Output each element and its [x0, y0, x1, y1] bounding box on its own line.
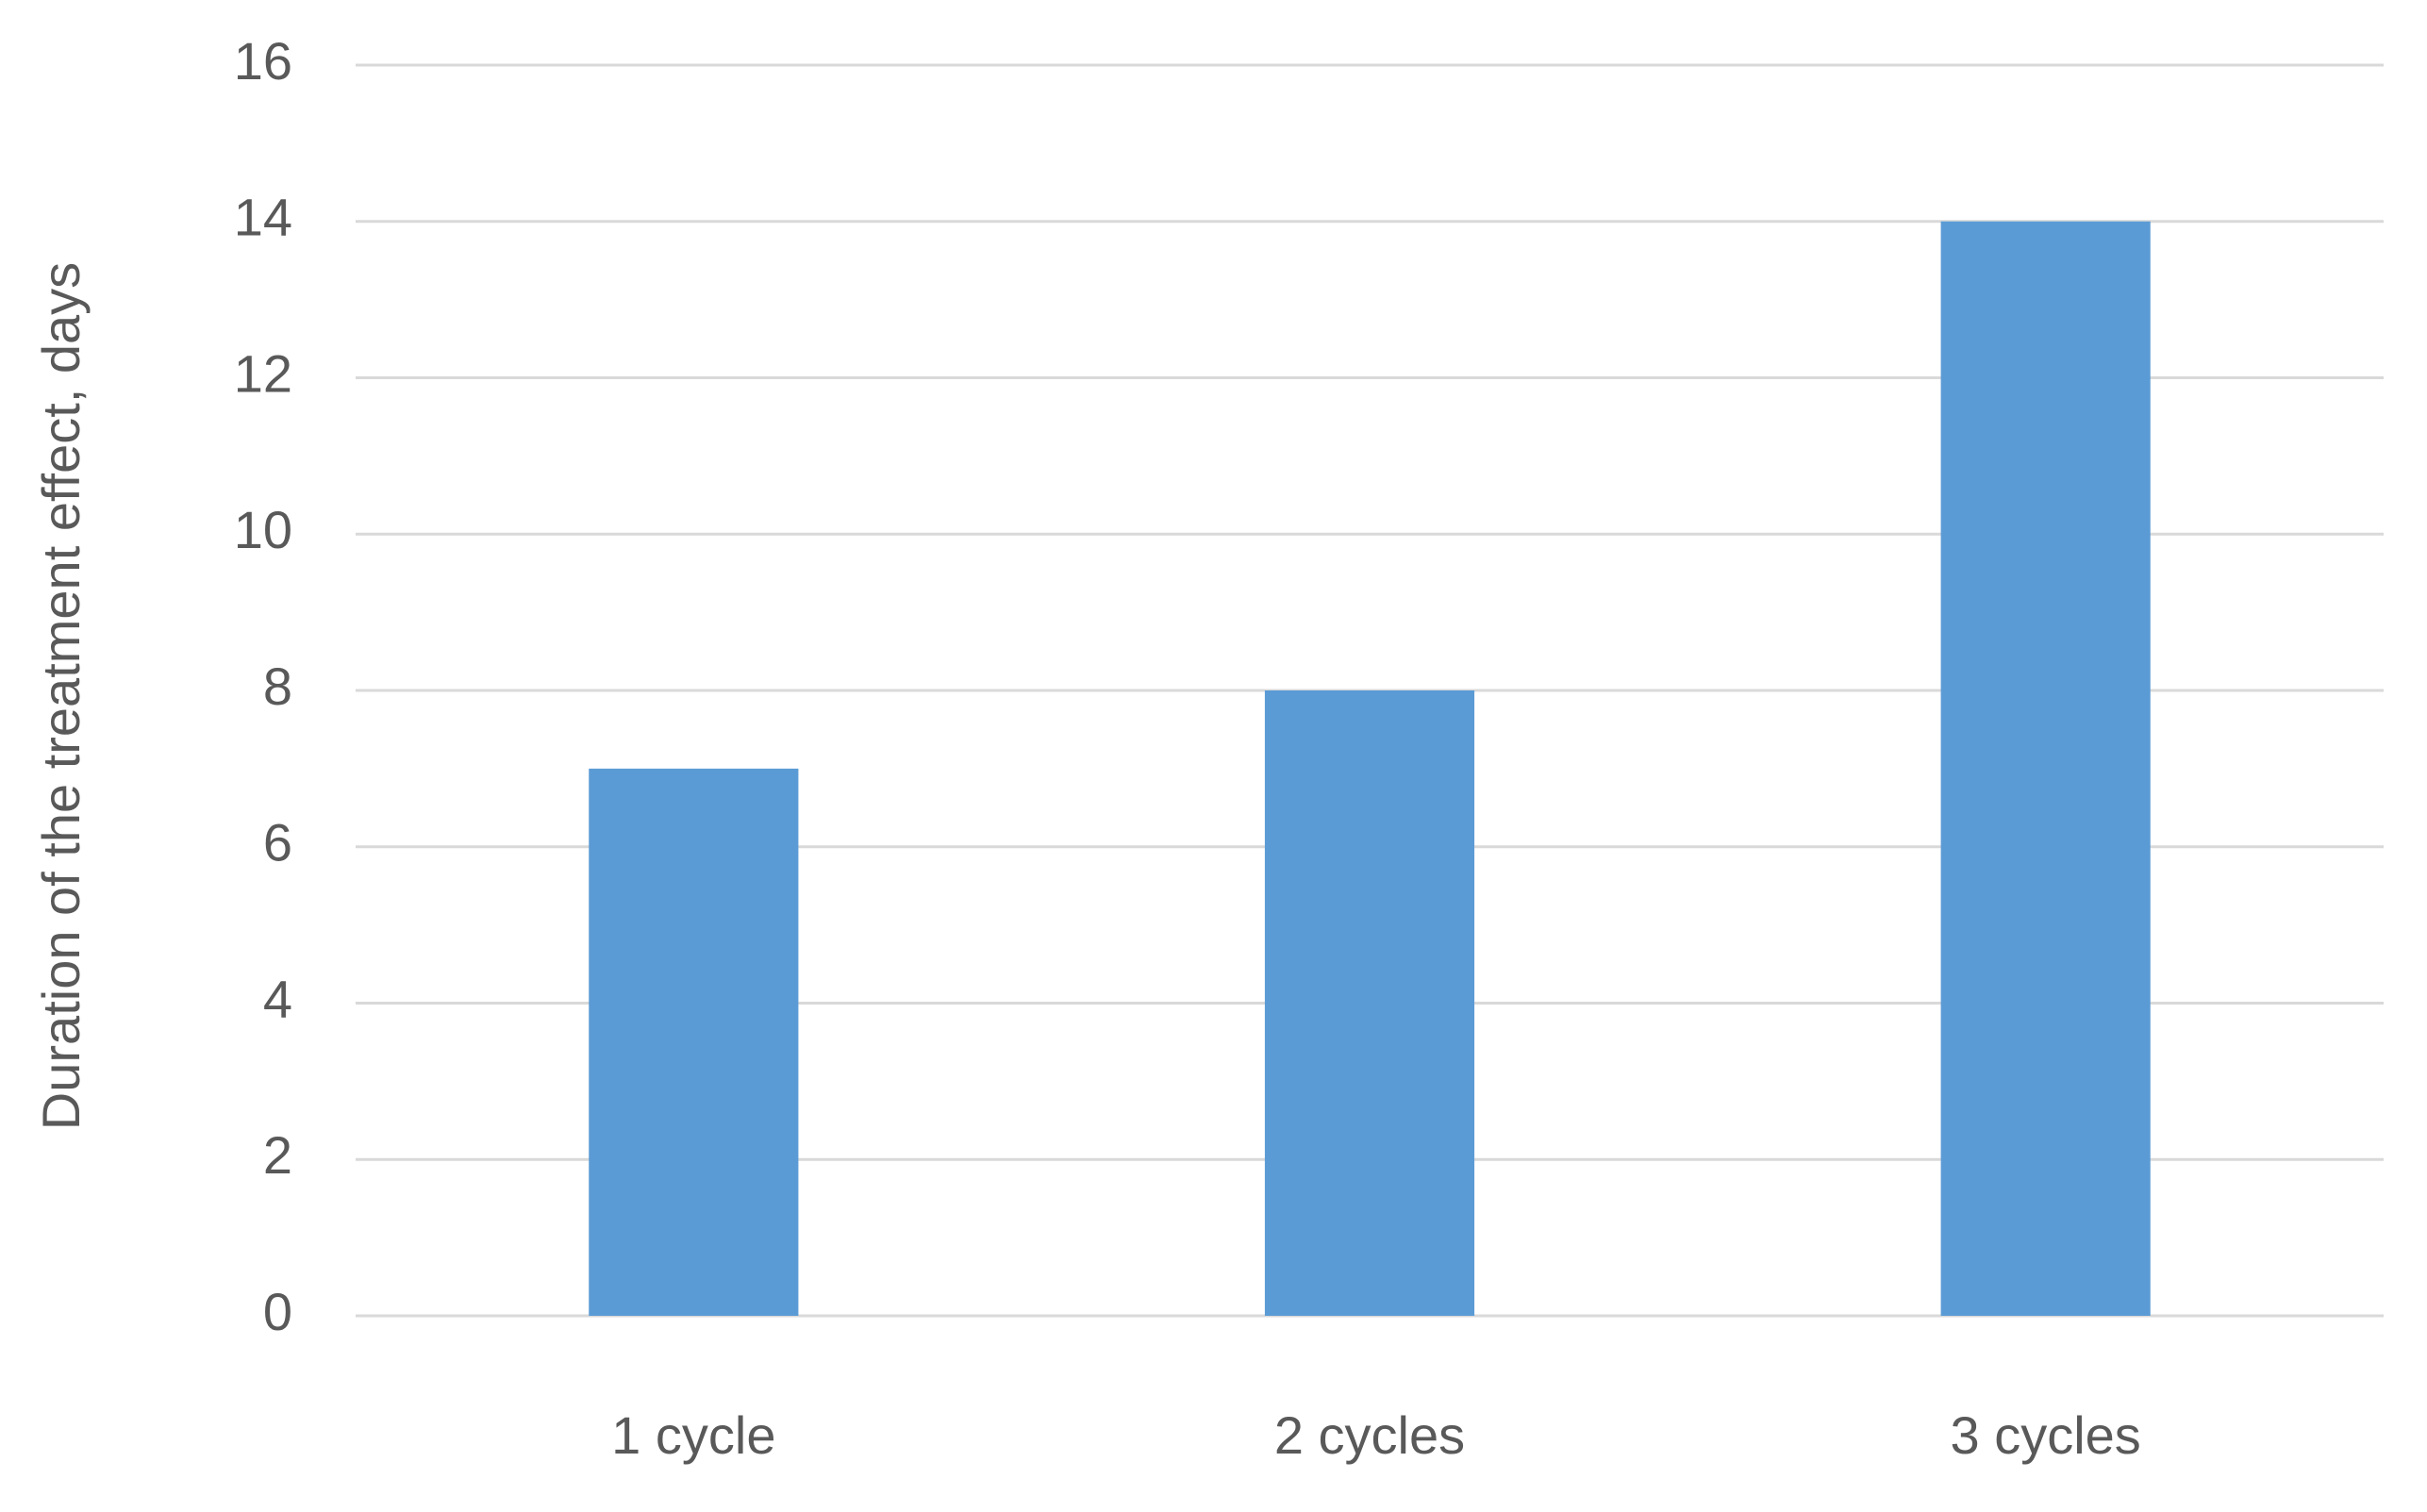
- y-tick-label: 2: [263, 1125, 292, 1185]
- x-tick-label: 2 cycles: [1274, 1405, 1465, 1465]
- y-tick-label: 12: [234, 343, 292, 403]
- y-tick-label: 16: [234, 31, 292, 91]
- y-tick-label: 10: [234, 500, 292, 559]
- y-tick-label: 8: [263, 656, 292, 716]
- y-tick-label: 14: [234, 188, 292, 247]
- bar: [1264, 690, 1475, 1316]
- x-tick-label: 3 cycles: [1951, 1405, 2141, 1465]
- x-tick-label: 1 cycle: [611, 1405, 775, 1465]
- y-tick-label: 6: [263, 813, 292, 872]
- y-tick-label: 0: [263, 1282, 292, 1341]
- bar: [589, 768, 799, 1316]
- bar: [1940, 221, 2151, 1316]
- y-axis-label: Duration of the treatment effect, days: [31, 262, 91, 1130]
- y-tick-label: 4: [263, 969, 292, 1028]
